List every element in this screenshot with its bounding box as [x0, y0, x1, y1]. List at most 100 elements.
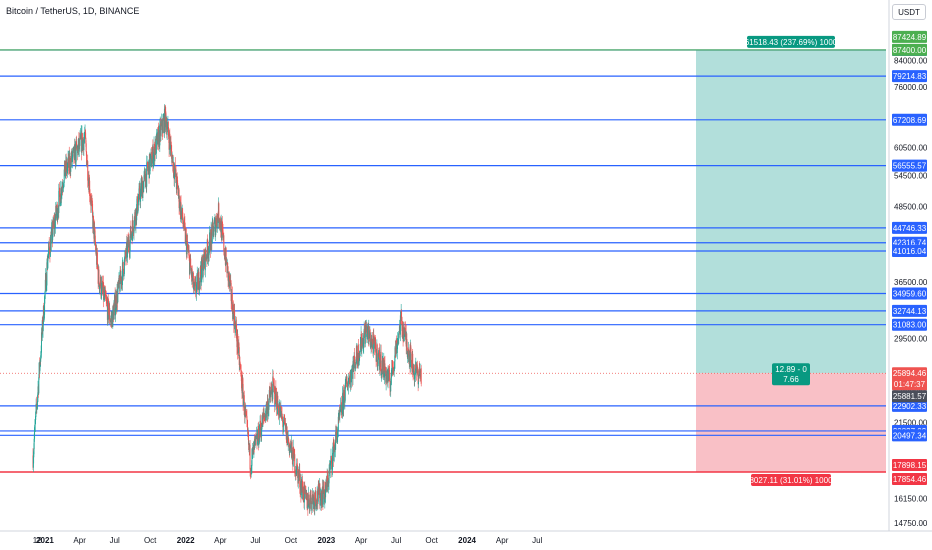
candle-body — [120, 270, 122, 281]
candle-body — [193, 287, 195, 289]
candle-body — [76, 144, 78, 149]
candle-body — [249, 444, 251, 470]
candle-body — [159, 123, 161, 146]
candle-body — [90, 199, 92, 206]
level-price-label: 56555.57 — [893, 162, 927, 171]
candle-body — [406, 347, 408, 358]
candle-body — [101, 281, 103, 289]
candle-body — [278, 409, 280, 418]
candle-body — [242, 378, 244, 384]
candle-body — [56, 211, 58, 216]
candle-body — [239, 364, 241, 368]
candle-body — [398, 331, 400, 340]
candle-body — [420, 368, 422, 384]
time-tick-label: 12 — [33, 536, 42, 545]
candle-body — [376, 344, 378, 366]
candle-body — [52, 234, 54, 241]
candle-body — [377, 352, 379, 360]
candle-body — [182, 208, 184, 221]
candle-body — [230, 279, 232, 283]
candle-body — [416, 364, 418, 368]
candle-body — [138, 188, 140, 200]
candle-body — [161, 119, 163, 131]
candle-body — [298, 470, 300, 478]
candle-body — [282, 426, 284, 428]
candle-body — [414, 374, 416, 380]
level-price-label: 67208.69 — [893, 116, 927, 125]
candle-body — [251, 465, 253, 470]
candle-body — [196, 274, 198, 285]
candle-body — [393, 367, 395, 369]
candle-body — [117, 289, 119, 303]
candle-body — [369, 337, 371, 339]
candle-body — [99, 285, 101, 290]
candle-body — [375, 352, 377, 362]
candle-body — [182, 220, 184, 224]
price-axis-bg — [889, 0, 932, 550]
candle-body — [215, 225, 217, 236]
candle-body — [144, 171, 146, 182]
candle-body — [34, 424, 36, 428]
stop-price-label: 17898.15 — [893, 461, 927, 470]
currency-button[interactable]: USDT — [892, 4, 926, 20]
candle-body — [362, 347, 364, 349]
candle-body — [187, 248, 189, 252]
candle-body — [191, 269, 193, 281]
candle-body — [385, 375, 387, 383]
candle-body — [327, 481, 329, 487]
candle-body — [253, 441, 255, 455]
candle-body — [256, 435, 258, 445]
price-tick-label: 36500.00 — [894, 278, 928, 287]
candle-body — [317, 484, 319, 502]
candle-body — [372, 338, 374, 345]
countdown-label-bg — [892, 378, 927, 391]
price-tick-label: 29500.00 — [894, 335, 928, 344]
candle-body — [43, 314, 45, 321]
candle-body — [231, 293, 233, 312]
candle-body — [305, 489, 307, 494]
candle-body — [314, 502, 316, 510]
candle-body — [117, 281, 119, 290]
candle-body — [112, 306, 114, 309]
candle-body — [245, 411, 247, 415]
candle-body — [415, 363, 417, 369]
candle-body — [392, 367, 394, 369]
time-tick-label: Apr — [214, 536, 227, 545]
candle-body — [408, 356, 410, 363]
candle-body — [44, 291, 46, 297]
candle-body — [394, 347, 396, 362]
candle-body — [258, 443, 260, 446]
candle-body — [381, 360, 383, 371]
candle-body — [62, 187, 64, 189]
level-price-label-bg — [892, 287, 927, 300]
candle-body — [414, 368, 416, 375]
candle-body — [56, 204, 58, 221]
candle-body — [403, 327, 405, 342]
candle-body — [89, 195, 91, 199]
symbol-title[interactable]: Bitcoin / TetherUS, 1D, BINANCE — [6, 6, 140, 16]
candle-body — [86, 151, 88, 166]
candle-body — [333, 445, 335, 450]
candle-body — [315, 491, 317, 500]
candle-body — [308, 500, 310, 509]
candle-body — [349, 374, 351, 388]
candle-body — [51, 225, 53, 241]
candle-body — [368, 326, 370, 339]
time-tick-label: 2023 — [317, 536, 335, 545]
candle-body — [394, 361, 396, 368]
candle-body — [97, 264, 99, 269]
candle-body — [412, 369, 414, 375]
candle-body — [221, 223, 223, 240]
candle-body — [107, 298, 109, 301]
candle-body — [419, 368, 421, 373]
candle-body — [37, 394, 39, 403]
candle-body — [133, 228, 135, 234]
candle-body — [369, 332, 371, 348]
candle-body — [83, 139, 85, 151]
time-tick-label: 2024 — [458, 536, 476, 545]
risk-reward-label: 7.66 — [783, 375, 799, 384]
candle-body — [265, 414, 267, 421]
candle-body — [244, 405, 246, 413]
candle-body — [347, 380, 349, 387]
